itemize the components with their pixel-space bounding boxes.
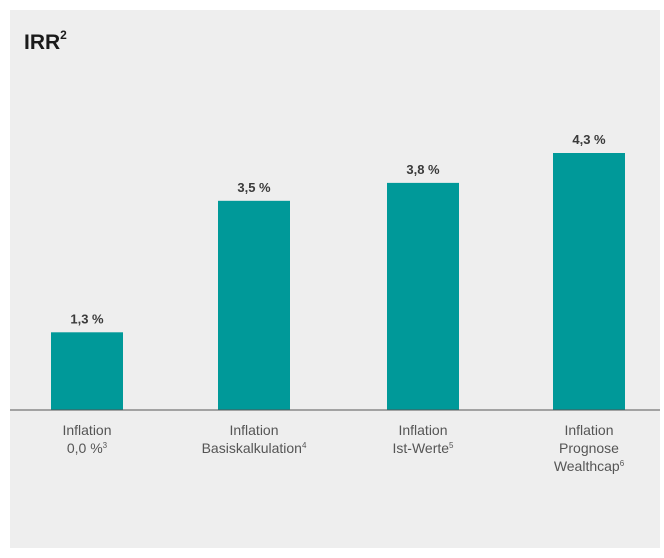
value-label-2: 3,5 %: [237, 180, 271, 195]
value-label-3: 3,8 %: [406, 162, 440, 177]
x-tick-label-2: Inflation Basiskalkulation4: [202, 422, 307, 456]
chart-title: IRR2: [24, 28, 67, 55]
x-tick-label-1: Inflation 0,0 %3: [62, 422, 111, 456]
x-tick-label-4: Inflation Prognose Wealthcap6: [554, 422, 625, 474]
bar-4: [553, 153, 625, 410]
chart-title-text: IRR: [24, 31, 61, 54]
bar-3: [387, 182, 459, 410]
value-label-4: 4,3 %: [572, 132, 606, 147]
bar-1: [51, 332, 123, 410]
chart-panel: [10, 10, 660, 548]
bar-2: [218, 200, 290, 410]
value-label-1: 1,3 %: [70, 311, 104, 326]
chart-title-footnote: 2: [60, 28, 67, 42]
x-tick-label-3: Inflation Ist-Werte5: [393, 422, 455, 456]
